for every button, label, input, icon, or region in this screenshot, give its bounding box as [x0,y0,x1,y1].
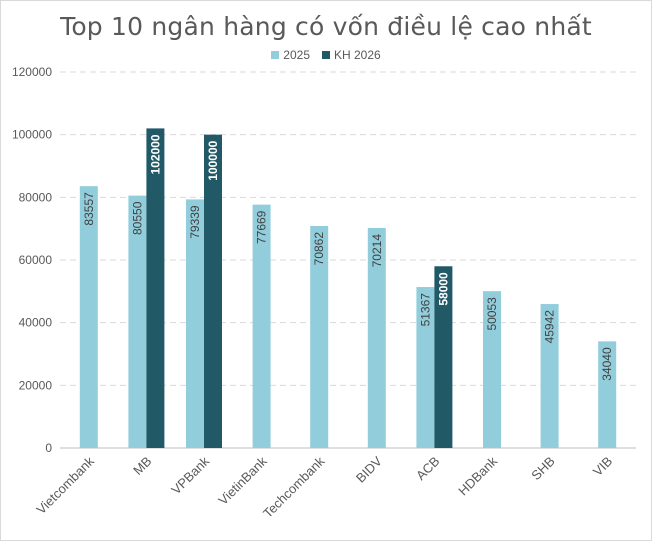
data-label: 58000 [436,272,450,306]
legend-entry-2025: 2025 [271,48,310,62]
bar-kh-2026 [146,128,165,448]
data-label: 70862 [312,232,326,266]
bar-kh-2026 [434,266,453,448]
y-tick-label: 20000 [19,378,53,392]
x-category-label: Techcombank [260,453,328,521]
data-label: 83557 [82,192,96,226]
data-label: 45942 [543,310,557,344]
x-category-label: VietinBank [215,453,270,508]
bar-2025 [79,186,98,449]
data-label: 102000 [148,134,162,174]
x-category-label: SHB [528,454,558,484]
chart-title: Top 10 ngân hàng có vốn điều lệ cao nhất [60,12,592,41]
y-tick-label: 40000 [19,316,53,330]
bar-2025 [416,287,435,448]
bar-kh-2026 [204,134,222,448]
legend-entry-kh-2026: KH 2026 [322,48,381,62]
legend-label-2025: 2025 [283,48,310,62]
data-label: 34040 [600,347,614,381]
y-tick-label: 0 [45,441,52,455]
data-label: 70214 [370,234,384,268]
data-label: 77669 [255,210,269,244]
data-label: 100000 [206,140,220,180]
x-category-label: VPBank [168,453,212,497]
y-tick-label: 80000 [19,190,53,204]
chart-legend: 2025 KH 2026 [0,48,652,62]
bar-2025 [540,304,559,448]
x-category-label: VIB [590,454,615,479]
bar-2025 [186,199,204,448]
bar-2025 [128,195,147,448]
x-category-label: MB [130,454,154,478]
bar-2025 [598,341,617,448]
bar-2025 [483,291,501,448]
x-category-label: Vietcombank [33,453,97,517]
bar-2025 [310,225,329,448]
data-label: 79339 [188,205,202,239]
data-label: 80550 [130,201,144,235]
legend-label-kh-2026: KH 2026 [334,48,381,62]
bar-2025 [367,227,386,448]
y-tick-label: 120000 [12,65,52,79]
data-label: 51367 [418,293,432,327]
legend-swatch-2025 [271,51,280,59]
x-category-label: BIDV [353,453,385,485]
y-tick-label: 100000 [12,128,52,142]
bar-2025 [252,204,271,448]
x-category-label: ACB [413,454,443,484]
x-category-label: HDBank [455,453,500,498]
y-tick-label: 60000 [19,253,53,267]
data-label: 50053 [485,297,499,331]
legend-swatch-kh-2026 [322,51,330,59]
